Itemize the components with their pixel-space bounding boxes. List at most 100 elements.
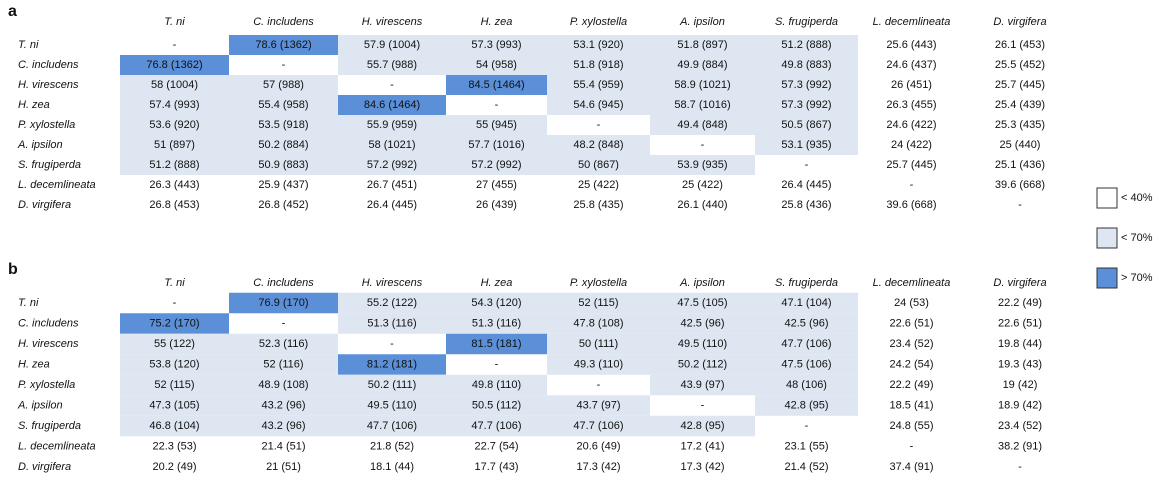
cell-value: 58 (1021) [368, 139, 415, 151]
row-label: H. virescens [18, 338, 79, 350]
cell-value: 25.5 (452) [995, 59, 1045, 71]
cell-value: 39.6 (668) [995, 179, 1045, 191]
cell-value: 24.8 (55) [889, 420, 933, 432]
cell-value: 24.2 (54) [889, 358, 933, 370]
cell-value: 50.9 (883) [258, 159, 308, 171]
cell-background [650, 333, 755, 355]
cell-background [547, 95, 650, 115]
cell-value: 22.6 (51) [998, 317, 1042, 329]
cell-value: 55 (945) [476, 119, 517, 131]
cell-value: 55 (122) [154, 338, 195, 350]
cell-background [650, 155, 755, 175]
cell-background [755, 35, 858, 55]
legend-swatch [1096, 267, 1118, 289]
cell-background [446, 292, 547, 314]
row-label: H. virescens [18, 79, 79, 91]
cell-value: 55.9 (959) [367, 119, 417, 131]
column-header: H. virescens [362, 16, 423, 28]
row-label: L. decemlineata [18, 440, 96, 452]
cell-value: 51.8 (918) [573, 59, 623, 71]
cell-value: 20.2 (49) [152, 461, 196, 473]
cell-background [338, 292, 446, 314]
cell-background [446, 395, 547, 416]
cell-value: 55.2 (122) [367, 297, 417, 309]
row-label: P. xylostella [18, 119, 75, 131]
cell-value: - [282, 59, 286, 71]
cell-value: 51.3 (116) [472, 317, 521, 329]
cell-value: 53.1 (935) [781, 139, 831, 151]
cell-value: 57.9 (1004) [364, 39, 420, 51]
cell-value: 25 (440) [1000, 139, 1041, 151]
cell-value: 53.9 (935) [677, 159, 727, 171]
cell-value: 81.2 (181) [367, 358, 417, 370]
cell-background [446, 35, 547, 55]
cell-background [120, 354, 229, 375]
cell-background [229, 35, 338, 55]
cell-background [755, 292, 858, 314]
cell-value: 22.3 (53) [152, 440, 196, 452]
cell-value: 26.4 (445) [781, 179, 831, 191]
cell-background [650, 35, 755, 55]
column-header: D. virgifera [993, 16, 1046, 28]
cell-value: - [597, 379, 601, 391]
cell-background [547, 354, 650, 375]
panel-label: a [8, 3, 17, 20]
row-label: L. decemlineata [18, 179, 96, 191]
cell-background [229, 354, 338, 375]
cell-value: 18.9 (42) [998, 399, 1042, 411]
cell-value: 48.9 (108) [258, 379, 308, 391]
cell-value: - [910, 440, 914, 452]
cell-value: 53.8 (120) [149, 358, 199, 370]
row-label: H. zea [18, 358, 50, 370]
row-label: S. frugiperda [18, 159, 81, 171]
cell-background [229, 135, 338, 155]
cell-value: 18.1 (44) [370, 461, 414, 473]
cell-value: 22.7 (54) [474, 440, 518, 452]
cell-value: 26.3 (443) [149, 179, 199, 191]
cell-value: 49.4 (848) [677, 119, 727, 131]
cell-value: - [910, 179, 914, 191]
cell-value: 24 (53) [894, 297, 929, 309]
cell-background [755, 75, 858, 95]
cell-value: 50.5 (112) [472, 399, 521, 411]
cell-background [547, 395, 650, 416]
panel-label: b [8, 261, 18, 278]
cell-value: 22.2 (49) [998, 297, 1042, 309]
cell-background [338, 415, 446, 437]
cell-background [650, 95, 755, 115]
row-label: A. ipsilon [17, 399, 63, 411]
cell-value: 23.4 (52) [889, 338, 933, 350]
column-header: D. virgifera [993, 277, 1046, 289]
cell-background [338, 135, 446, 155]
column-header: T. ni [164, 277, 185, 289]
cell-background [229, 395, 338, 416]
cell-value: 49.8 (110) [472, 379, 521, 391]
cell-value: 47.1 (104) [781, 297, 831, 309]
cell-background [338, 95, 446, 115]
cell-value: 21.4 (51) [261, 440, 305, 452]
column-header: A. ipsilon [679, 16, 725, 28]
cell-value: 47.7 (106) [471, 420, 521, 432]
cell-background [120, 55, 229, 75]
cell-background [338, 313, 446, 334]
cell-value: 52.3 (116) [259, 338, 308, 350]
cell-value: - [1018, 461, 1022, 473]
column-header: C. includens [253, 16, 314, 28]
cell-background [120, 115, 229, 135]
cell-value: 47.7 (106) [367, 420, 417, 432]
cell-value: 26.8 (452) [258, 199, 308, 211]
cell-value: - [805, 420, 809, 432]
cell-value: 55.4 (959) [573, 79, 623, 91]
cell-value: - [390, 338, 394, 350]
cell-value: 25.9 (437) [258, 179, 308, 191]
cell-background [547, 292, 650, 314]
column-header: H. virescens [362, 277, 423, 289]
row-label: C. includens [18, 317, 79, 329]
cell-value: 57.3 (992) [781, 79, 831, 91]
cell-background [650, 292, 755, 314]
cell-value: 26 (439) [476, 199, 517, 211]
cell-background [755, 55, 858, 75]
cell-value: 54 (958) [476, 59, 517, 71]
cell-value: 54.6 (945) [573, 99, 623, 111]
